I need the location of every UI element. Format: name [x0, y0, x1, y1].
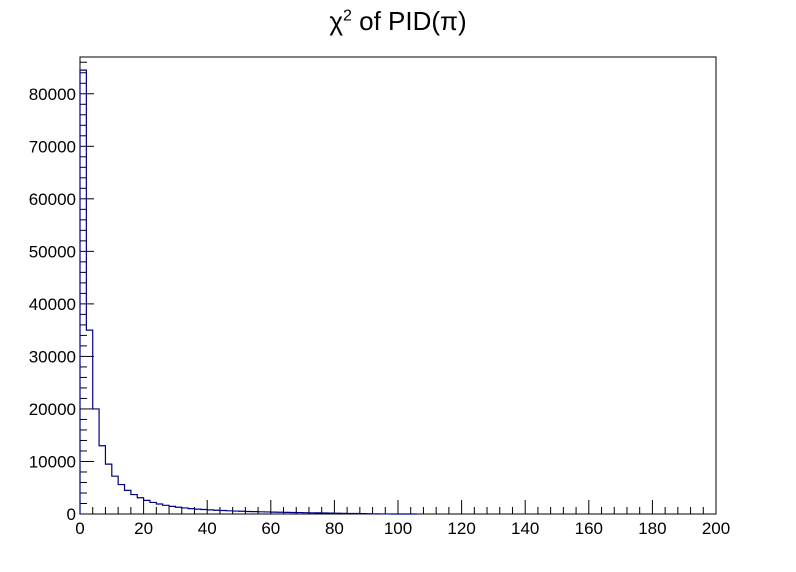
histogram-bin — [226, 511, 232, 514]
histogram-bin — [125, 490, 131, 514]
y-tick-label: 30000 — [29, 347, 76, 366]
histogram-bin — [233, 511, 239, 514]
y-tick-label: 50000 — [29, 242, 76, 261]
histogram-bin — [207, 510, 213, 514]
y-tick-label: 80000 — [29, 85, 76, 104]
histogram-outline — [79, 69, 418, 515]
chart-title: χ2 of PID(π) — [0, 6, 796, 37]
histogram-bin — [220, 511, 226, 514]
histogram-bin — [264, 512, 270, 514]
histogram-bin — [271, 512, 277, 514]
histogram-bin — [80, 70, 86, 514]
histogram-bin — [86, 330, 92, 514]
title-superscript: 2 — [343, 7, 352, 25]
histogram-bin — [175, 507, 181, 514]
x-tick-label: 180 — [638, 519, 666, 538]
histogram-bin — [296, 513, 302, 514]
histogram-bin — [334, 513, 340, 514]
histogram-bin — [284, 512, 290, 514]
x-tick-label: 140 — [511, 519, 539, 538]
histogram-bin — [328, 513, 334, 514]
histogram-bin — [144, 500, 150, 514]
y-tick-label: 20000 — [29, 400, 76, 419]
histogram-bin — [131, 495, 137, 514]
histogram-bin — [99, 446, 105, 514]
histogram-bin — [156, 504, 162, 514]
histogram-bin — [163, 505, 169, 514]
plot-frame — [79, 56, 717, 515]
histogram-bin — [341, 513, 347, 514]
title-base: χ — [329, 6, 343, 36]
x-tick-label: 40 — [198, 519, 217, 538]
y-tick-label: 10000 — [29, 452, 76, 471]
x-tick-label: 120 — [447, 519, 475, 538]
x-tick-label: 80 — [325, 519, 344, 538]
histogram-bin — [315, 513, 321, 514]
histogram-bin — [303, 513, 309, 514]
histogram-bin — [277, 512, 283, 514]
histogram-bin — [118, 485, 124, 514]
histogram-bin — [252, 512, 258, 514]
histogram-bin — [309, 513, 315, 514]
x-tick-label: 60 — [261, 519, 280, 538]
histogram-bin — [245, 511, 251, 514]
histogram-bin — [201, 510, 207, 514]
histogram-bin — [214, 510, 220, 514]
x-tick-label: 160 — [575, 519, 603, 538]
histogram-bin — [93, 409, 99, 514]
histogram-bin — [258, 512, 264, 514]
histogram-bin — [290, 512, 296, 514]
histogram-bin — [239, 511, 245, 514]
histogram-bin — [169, 506, 175, 514]
y-tick-label: 40000 — [29, 295, 76, 314]
histogram-bin — [112, 476, 118, 514]
y-tick-label: 60000 — [29, 190, 76, 209]
histogram-bin — [137, 498, 143, 514]
y-tick-label: 70000 — [29, 137, 76, 156]
histogram-bin — [347, 513, 353, 514]
histogram-bin — [188, 509, 194, 514]
histogram-bin — [322, 513, 328, 514]
x-tick-label: 100 — [384, 519, 412, 538]
histogram-bin — [182, 508, 188, 514]
y-tick-label: 0 — [67, 505, 76, 524]
histogram-bin — [194, 509, 200, 514]
x-tick-label: 20 — [134, 519, 153, 538]
x-tick-label: 200 — [702, 519, 730, 538]
title-rest: of PID(π) — [351, 6, 467, 36]
x-tick-label: 0 — [75, 519, 84, 538]
histogram-bin — [150, 502, 156, 514]
histogram-bin — [105, 464, 111, 514]
